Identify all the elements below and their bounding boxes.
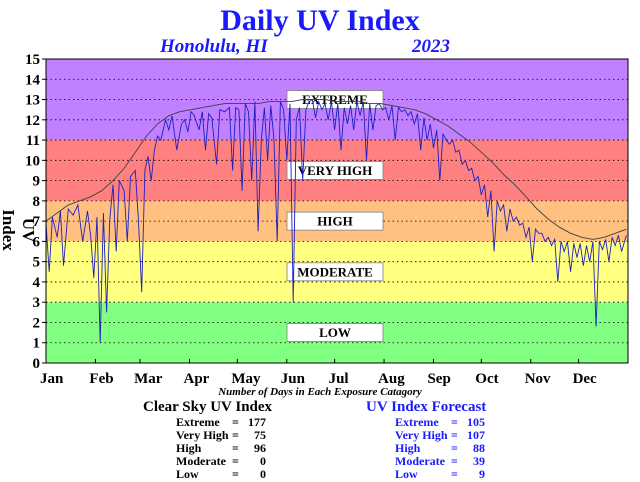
summary-row-equals: = <box>232 441 239 455</box>
y-tick-label: 12 <box>25 113 40 129</box>
x-tick-label: Feb <box>89 371 113 387</box>
summary-row-label: Very High <box>395 428 448 442</box>
summary-row-equals: = <box>451 467 458 481</box>
x-tick-label: Jul <box>329 371 349 387</box>
summary-row: Very High = 107 <box>395 429 485 442</box>
summary-row-label: High <box>176 441 202 455</box>
summary-row-value: 177 <box>248 415 266 429</box>
band-label-box <box>286 211 384 231</box>
summary-row-label: Moderate <box>395 454 445 468</box>
x-tick-label: Aug <box>378 371 405 387</box>
band-label-box <box>286 323 384 343</box>
clear-sky-summary-title: Clear Sky UV Index <box>143 399 273 415</box>
x-tick-label: Jan <box>40 371 64 387</box>
summary-row-value: 96 <box>254 441 266 455</box>
summary-row-value: 9 <box>479 467 485 481</box>
x-tick-label: May <box>231 371 261 387</box>
y-tick-label: 9 <box>33 174 41 190</box>
y-tick-label: 6 <box>33 234 41 250</box>
forecast-series-line <box>45 98 627 343</box>
summary-row-value: 107 <box>467 428 485 442</box>
summary-row-equals: = <box>451 441 458 455</box>
summary-row-label: High <box>395 441 421 455</box>
band-label: LOW <box>319 325 351 340</box>
band-label-box <box>286 90 384 109</box>
summary-row-equals: = <box>232 428 239 442</box>
y-tick-label: 4 <box>33 275 41 291</box>
location-label: Honolulu, HI <box>160 36 268 57</box>
summary-row-label: Low <box>395 467 418 481</box>
band-label-box <box>286 161 384 180</box>
summary-row-equals: = <box>451 428 458 442</box>
summary-row-equals: = <box>451 454 458 468</box>
plot-frame <box>45 58 629 364</box>
summary-row-value: 0 <box>260 467 266 481</box>
forecast-summary-title: UV Index Forecast <box>366 399 487 415</box>
y-tick-label: 14 <box>25 72 41 88</box>
summary-row: Very High = 75 <box>176 429 266 442</box>
summary-row-label: Very High <box>176 428 229 442</box>
y-tick-label: 10 <box>25 153 40 169</box>
summary-row: Moderate = 0 <box>176 455 266 468</box>
summary-row-equals: = <box>232 467 239 481</box>
x-tick-label: Nov <box>525 371 551 387</box>
band-label-box <box>286 262 384 282</box>
summary-row-value: 75 <box>254 428 266 442</box>
band-label: HIGH <box>317 214 352 229</box>
summary-row: Low = 0 <box>176 468 266 481</box>
x-tick-label: Jun <box>281 371 306 387</box>
y-tick-label: 3 <box>33 295 41 311</box>
summary-row-equals: = <box>451 415 458 429</box>
summary-row: High = 88 <box>395 442 485 455</box>
y-tick-label: 5 <box>33 255 41 271</box>
year-label: 2023 <box>412 36 450 57</box>
clear-sky-series-line <box>45 99 627 240</box>
summary-row-value: 88 <box>473 441 485 455</box>
y-tick-label: 0 <box>33 356 41 372</box>
summary-row-equals: = <box>232 454 239 468</box>
x-tick-label: Oct <box>475 371 498 387</box>
band-label: MODERATE <box>297 264 373 279</box>
summary-row-value: 39 <box>473 454 485 468</box>
summary-row: Extreme = 177 <box>176 416 266 429</box>
summary-row: Extreme = 105 <box>395 416 485 429</box>
y-axis-label: UV Index <box>0 209 38 251</box>
y-tick-label: 1 <box>33 336 41 352</box>
x-tick-label: Sep <box>427 371 450 387</box>
y-tick-label: 11 <box>26 133 40 149</box>
y-tick-label: 7 <box>33 214 41 230</box>
y-tick-label: 13 <box>25 93 40 109</box>
x-tick-label: Apr <box>184 371 210 387</box>
band-label: VERY HIGH <box>298 163 373 178</box>
summary-row: High = 96 <box>176 442 266 455</box>
summary-caption: Number of Days in Each Exposure Catagory <box>218 386 422 398</box>
summary-row: Moderate = 39 <box>395 455 485 468</box>
y-tick-label: 15 <box>25 52 40 68</box>
series-lines <box>45 98 627 343</box>
summary-row: Low = 9 <box>395 468 485 481</box>
summary-row-equals: = <box>232 415 239 429</box>
chart-title: Daily UV Index <box>220 4 420 37</box>
summary-row-label: Extreme <box>176 415 220 429</box>
x-tick-label: Mar <box>134 371 163 387</box>
summary-row-label: Extreme <box>395 415 439 429</box>
y-tick-label: 2 <box>33 315 41 331</box>
summary-row-label: Low <box>176 467 199 481</box>
summary-row-value: 105 <box>467 415 485 429</box>
summary-row-value: 0 <box>260 454 266 468</box>
x-tick-label: Dec <box>573 371 597 387</box>
summary-row-label: Moderate <box>176 454 226 468</box>
y-tick-label: 8 <box>33 194 41 210</box>
